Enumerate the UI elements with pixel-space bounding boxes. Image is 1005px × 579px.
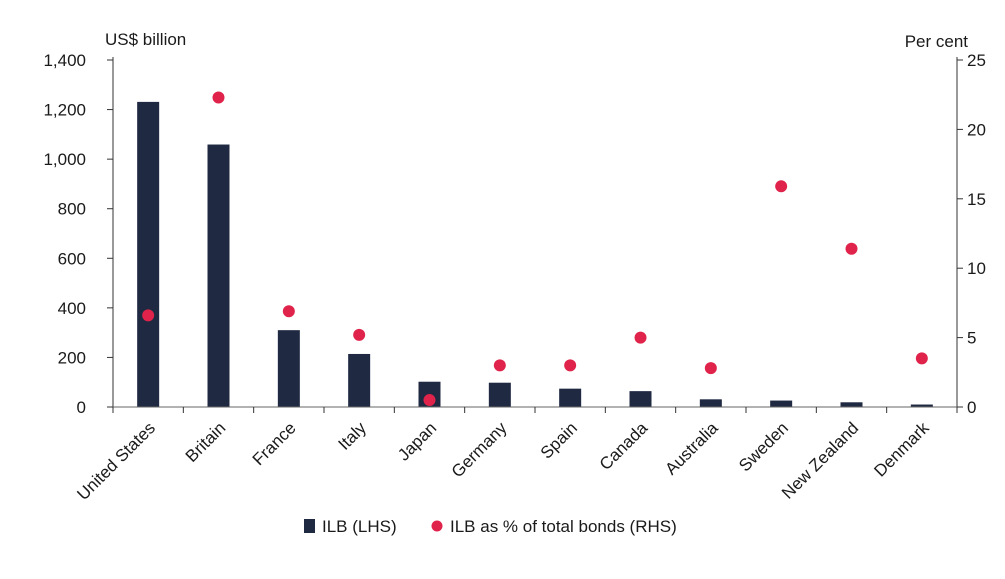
x-tick-label: Denmark (870, 418, 933, 481)
left-axis-label: US$ billion (105, 30, 186, 49)
data-point (493, 359, 506, 372)
right-tick-label: 10 (967, 259, 986, 278)
bar (770, 400, 793, 407)
bar (840, 402, 863, 407)
right-tick-label: 0 (967, 398, 976, 417)
x-tick-label: Britain (182, 418, 230, 466)
legend-dot-swatch (431, 520, 443, 532)
data-point (282, 305, 295, 318)
legend-dot-label: ILB as % of total bonds (RHS) (450, 517, 677, 536)
data-point (915, 352, 928, 365)
x-tick-label: Australia (661, 418, 722, 479)
bar (559, 388, 582, 407)
data-point (704, 362, 717, 375)
data-point (775, 180, 788, 193)
data-point (845, 242, 858, 255)
bar (348, 353, 371, 407)
left-tick-label: 400 (58, 299, 86, 318)
data-point (353, 328, 366, 341)
left-tick-label: 200 (58, 348, 86, 367)
bar (207, 144, 230, 407)
bar (910, 404, 933, 407)
left-tick-label: 1,000 (43, 150, 86, 169)
left-tick-label: 0 (77, 398, 86, 417)
data-point (634, 331, 647, 344)
right-tick-label: 5 (967, 329, 976, 348)
data-point (564, 359, 577, 372)
x-tick-label: Canada (596, 418, 652, 474)
legend-bar-swatch (304, 519, 315, 533)
legend: ILB (LHS) ILB as % of total bonds (RHS) (304, 517, 677, 536)
x-tick-label: Sweden (735, 418, 792, 475)
legend-bar-label: ILB (LHS) (322, 517, 397, 536)
left-tick-label: 800 (58, 200, 86, 219)
x-tick-label: Italy (335, 418, 371, 454)
right-tick-label: 25 (967, 51, 986, 70)
x-tick-label: Japan (394, 418, 440, 464)
left-tick-label: 1,400 (43, 51, 86, 70)
right-tick-label: 15 (967, 190, 986, 209)
right-axis-label: Per cent (905, 32, 969, 51)
data-point (142, 309, 155, 322)
x-tick-label: Spain (537, 418, 581, 462)
x-tick-label: Germany (448, 418, 511, 481)
left-tick-label: 600 (58, 249, 86, 268)
x-tick-label: France (249, 418, 300, 469)
bar (629, 391, 652, 407)
data-point (423, 394, 436, 407)
data-point (212, 91, 225, 104)
bar (277, 330, 300, 407)
bar (488, 382, 511, 407)
right-tick-label: 20 (967, 120, 986, 139)
bar (137, 101, 160, 408)
x-tick-label: United States (73, 418, 159, 504)
left-tick-label: 1,200 (43, 101, 86, 120)
bar (699, 399, 722, 407)
